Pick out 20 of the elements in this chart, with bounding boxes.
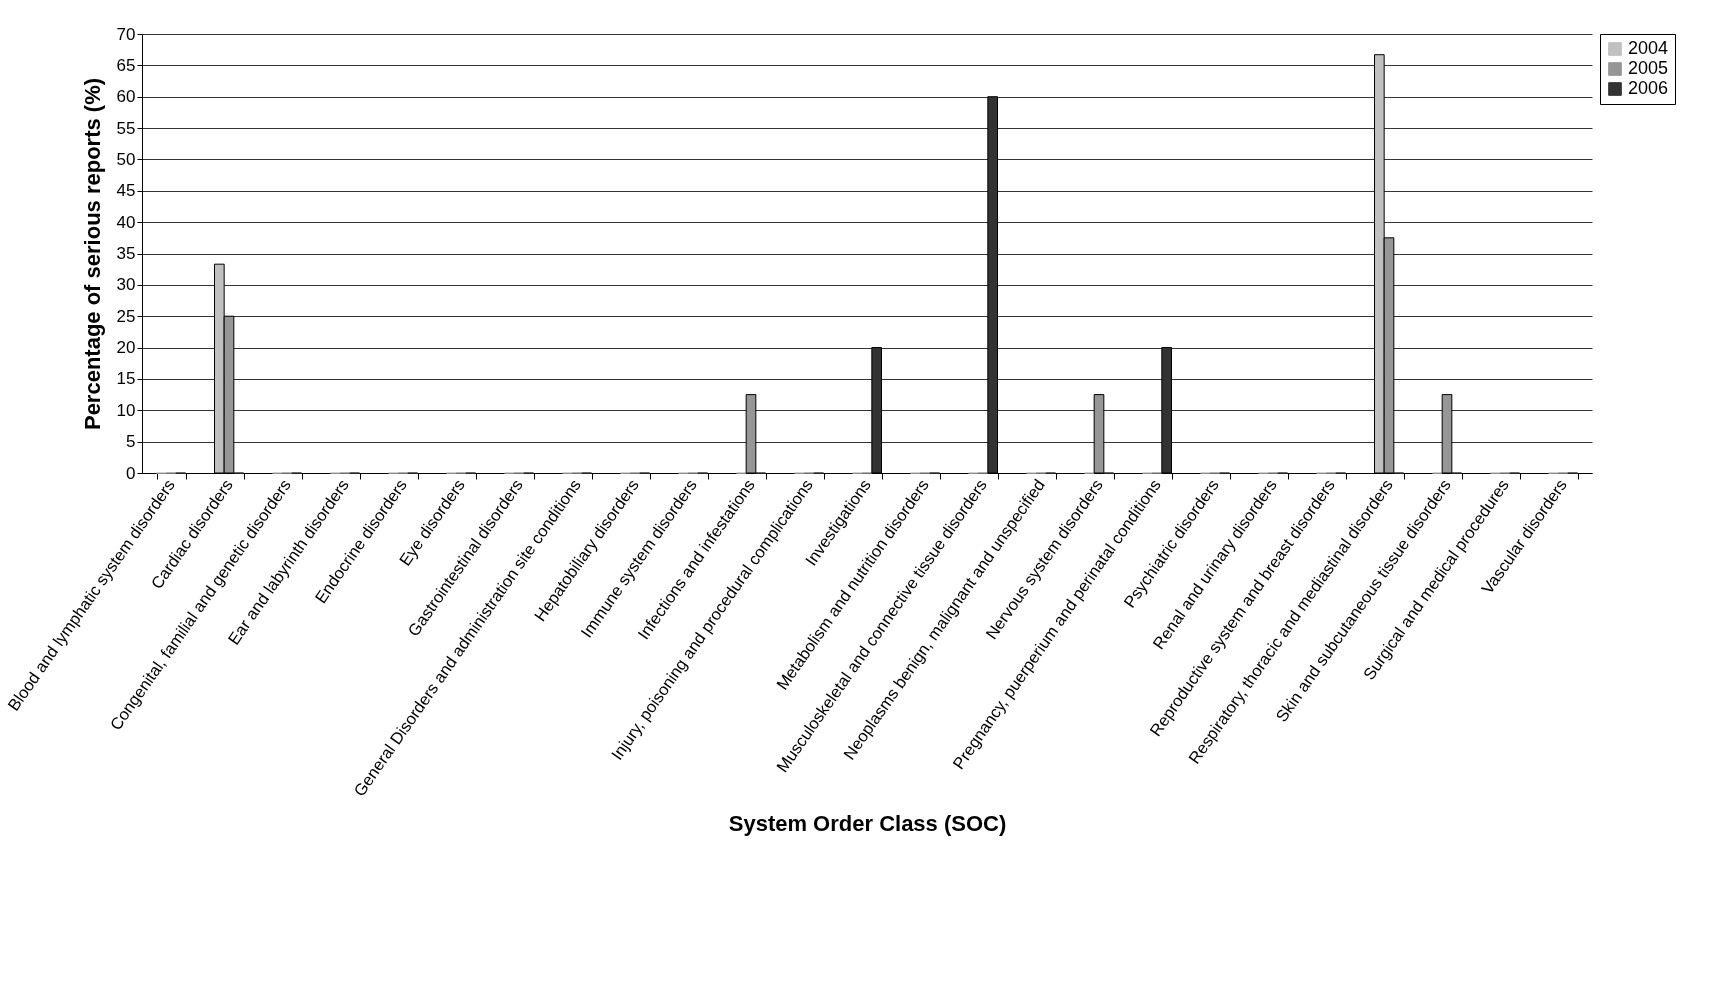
- y-tick-label: 40: [116, 212, 136, 232]
- y-axis-title: Percentage of serious reports (%): [79, 77, 105, 431]
- x-axis-title: System Order Class (SOC): [728, 810, 1007, 836]
- legend-label: 2006: [1628, 78, 1669, 98]
- y-tick-label: 10: [116, 400, 136, 420]
- y-tick-label: 30: [116, 275, 136, 295]
- legend-label: 2005: [1628, 58, 1669, 78]
- y-tick-label: 35: [116, 244, 136, 263]
- legend-label: 2004: [1628, 38, 1669, 58]
- y-tick-label: 65: [116, 55, 136, 75]
- y-tick-label: 50: [116, 149, 136, 169]
- y-tick-label: 15: [116, 369, 136, 389]
- y-tick-label: 20: [116, 338, 136, 358]
- y-tick-label: 25: [116, 306, 136, 326]
- y-tick-label: 0: [126, 463, 136, 483]
- y-tick-label: 60: [116, 87, 136, 107]
- y-tick-label: 55: [116, 118, 136, 138]
- y-tick-label: 45: [116, 181, 136, 201]
- y-tick-label: 70: [116, 24, 136, 44]
- y-tick-label: 5: [126, 432, 136, 452]
